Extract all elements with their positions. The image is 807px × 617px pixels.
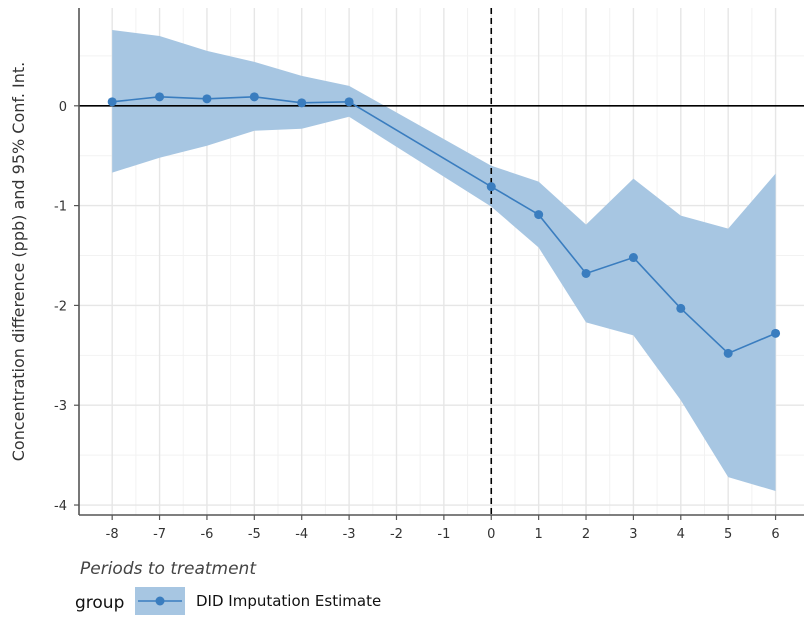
y-tick-label: -3 [54,399,67,414]
data-point [249,92,259,102]
x-tick-label: -6 [200,527,213,542]
y-tick-label: -1 [54,200,67,215]
data-point [628,253,638,263]
x-tick-label: -5 [248,527,261,542]
y-tick-label: -4 [54,499,67,514]
y-tick-label: 0 [59,100,67,115]
data-point [676,303,686,313]
x-tick-label: -1 [437,527,450,542]
data-point [107,97,117,107]
data-point [723,348,733,358]
data-point [581,268,591,278]
legend-title: group [75,593,124,613]
data-point [155,92,165,102]
data-point [534,210,544,220]
data-point [202,94,212,104]
x-tick-label: -2 [390,527,403,542]
x-tick-label: -7 [153,527,166,542]
x-tick-label: 5 [724,527,732,542]
y-tick-label: -2 [54,299,67,314]
x-tick-label: -3 [343,527,356,542]
data-point [771,328,781,338]
legend-label: DID Imputation Estimate [196,592,381,610]
x-tick-label: 3 [629,527,637,542]
x-tick-label: 1 [534,527,542,542]
data-point [344,97,354,107]
x-axis-label: Periods to treatment [80,559,257,579]
x-tick-label: 4 [677,527,685,542]
x-tick-label: -4 [295,527,308,542]
x-tick-label: 0 [487,527,495,542]
x-tick-label: -8 [106,527,119,542]
confidence-band [112,29,776,492]
data-point [297,98,307,108]
x-tick-label: 6 [771,527,779,542]
x-tick-label: 2 [582,527,590,542]
data-point [486,182,496,192]
legend-key-point [155,596,165,606]
y-axis-label: Concentration difference (ppb) and 95% C… [9,62,28,462]
